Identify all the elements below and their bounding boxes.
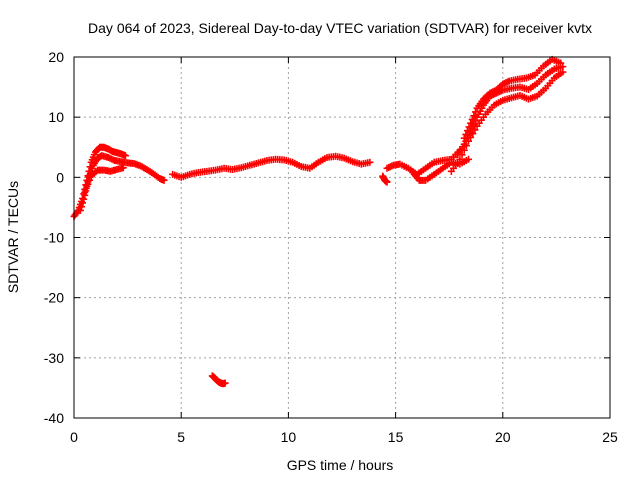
series-band-rise-lower: [447, 68, 567, 175]
data-point: [121, 152, 129, 160]
y-tick-label: -30: [44, 350, 64, 366]
data-point: [470, 112, 478, 120]
data-point: [458, 151, 466, 159]
series-outlier-cluster: [208, 372, 229, 388]
data-point: [468, 115, 476, 123]
data-point: [467, 119, 475, 127]
ticks-layer: [73, 56, 611, 419]
x-axis-title: GPS time / hours: [287, 457, 394, 473]
data-points-layer: [70, 55, 567, 388]
data-point: [221, 379, 229, 387]
data-point: [81, 188, 89, 196]
y-tick-label: -10: [44, 230, 64, 246]
series-band-midday: [169, 152, 374, 181]
x-tick-labels: 0 5 10 15 20 25: [70, 429, 618, 445]
x-tick-label: 15: [388, 429, 404, 445]
x-tick-label: 0: [70, 429, 78, 445]
data-point: [86, 176, 94, 184]
y-tick-label: -40: [44, 410, 64, 426]
data-point: [366, 158, 374, 166]
data-point: [470, 121, 478, 129]
data-point: [84, 180, 92, 188]
data-point: [463, 127, 471, 135]
data-point: [82, 184, 90, 192]
data-point: [383, 178, 391, 186]
data-point: [73, 208, 81, 216]
x-tick-label: 25: [602, 429, 618, 445]
grid-layer: [74, 57, 610, 418]
data-point: [464, 137, 472, 145]
y-tick-label: 10: [48, 109, 64, 125]
series-band-early-lower: [81, 164, 127, 196]
data-point: [456, 155, 464, 163]
data-point: [465, 123, 473, 131]
data-point: [464, 155, 472, 163]
data-point: [160, 176, 168, 184]
data-point: [460, 146, 468, 154]
data-point: [467, 133, 475, 141]
chart-title: Day 064 of 2023, Sidereal Day-to-day VTE…: [88, 20, 592, 36]
series-band-rise-upper: [460, 55, 565, 142]
data-point: [471, 117, 479, 125]
data-point: [119, 164, 127, 172]
y-axis-title: SDTVAR / TECUs: [5, 181, 21, 293]
y-tick-label: -20: [44, 290, 64, 306]
y-tick-label: 0: [56, 169, 64, 185]
x-tick-label: 20: [495, 429, 511, 445]
data-point: [559, 68, 567, 76]
data-point: [78, 203, 86, 211]
x-tick-label: 10: [281, 429, 297, 445]
data-point: [79, 199, 87, 207]
data-point: [76, 206, 84, 214]
y-tick-labels: -40 -30 -20 -10 0 10 20: [44, 49, 64, 426]
series-stray-segment: [379, 172, 391, 186]
data-point: [462, 142, 470, 150]
data-point: [469, 130, 477, 138]
data-point: [471, 126, 479, 134]
y-tick-label: 20: [48, 49, 64, 65]
data-point: [80, 195, 88, 203]
x-tick-label: 5: [177, 429, 185, 445]
series-band-rise-middle: [454, 63, 567, 158]
